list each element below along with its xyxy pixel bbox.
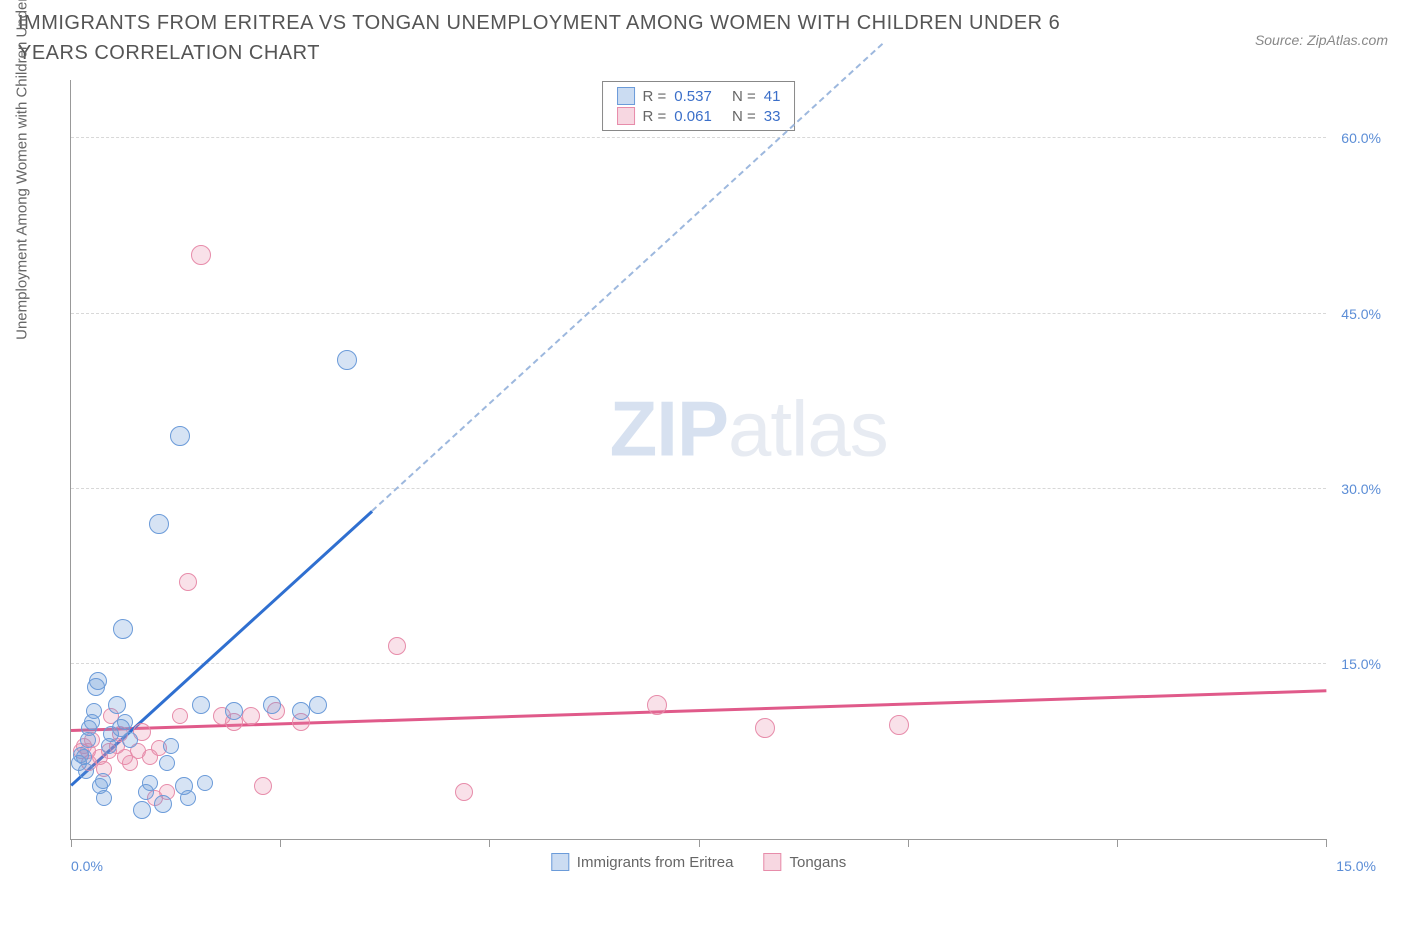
scatter-point-blue bbox=[117, 714, 133, 730]
x-tick bbox=[908, 839, 909, 847]
y-tick-label: 60.0% bbox=[1341, 130, 1381, 146]
scatter-point-blue bbox=[108, 696, 126, 714]
watermark: ZIPatlas bbox=[610, 384, 888, 475]
scatter-point-pink bbox=[254, 777, 272, 795]
correlation-legend: R = 0.537 N = 41 R = 0.061 N = 33 bbox=[602, 81, 796, 131]
legend-r-value: 0.061 bbox=[674, 108, 712, 125]
chart-container: Unemployment Among Women with Children U… bbox=[50, 80, 1386, 900]
legend-row-blue: R = 0.537 N = 41 bbox=[617, 86, 781, 106]
legend-swatch-blue bbox=[551, 853, 569, 871]
scatter-point-blue bbox=[149, 514, 169, 534]
legend-r-label: R = bbox=[643, 108, 667, 125]
legend-swatch-pink bbox=[617, 107, 635, 125]
legend-n-value: 41 bbox=[764, 88, 781, 105]
scatter-point-blue bbox=[180, 790, 196, 806]
watermark-zip: ZIP bbox=[610, 385, 728, 473]
gridline bbox=[71, 137, 1326, 138]
x-tick bbox=[1326, 839, 1327, 847]
scatter-point-blue bbox=[95, 773, 111, 789]
x-tick bbox=[71, 839, 72, 847]
gridline bbox=[71, 313, 1326, 314]
scatter-point-pink bbox=[242, 707, 260, 725]
scatter-point-pink bbox=[455, 783, 473, 801]
scatter-point-blue bbox=[113, 619, 133, 639]
scatter-point-blue bbox=[96, 790, 112, 806]
x-tick-max: 15.0% bbox=[1336, 858, 1376, 874]
legend-row-pink: R = 0.061 N = 33 bbox=[617, 106, 781, 126]
x-tick bbox=[280, 839, 281, 847]
scatter-point-blue bbox=[142, 775, 158, 791]
scatter-point-blue bbox=[337, 350, 357, 370]
scatter-point-pink bbox=[755, 718, 775, 738]
scatter-point-pink bbox=[172, 708, 188, 724]
x-tick-min: 0.0% bbox=[71, 858, 103, 874]
scatter-point-blue bbox=[89, 672, 107, 690]
y-axis-label: Unemployment Among Women with Children U… bbox=[14, 0, 31, 340]
legend-n-value: 33 bbox=[764, 108, 781, 125]
legend-swatch-pink bbox=[763, 853, 781, 871]
scatter-point-blue bbox=[197, 775, 213, 791]
scatter-point-blue bbox=[263, 696, 281, 714]
scatter-point-pink bbox=[647, 695, 667, 715]
x-tick bbox=[489, 839, 490, 847]
scatter-point-pink bbox=[388, 637, 406, 655]
chart-title: IMMIGRANTS FROM ERITREA VS TONGAN UNEMPL… bbox=[18, 8, 1118, 68]
y-tick-label: 45.0% bbox=[1341, 306, 1381, 322]
source-label: Source: ZipAtlas.com bbox=[1255, 32, 1388, 48]
scatter-point-blue bbox=[86, 703, 102, 719]
trendline-pink bbox=[71, 689, 1326, 731]
legend-n-label: N = bbox=[732, 88, 756, 105]
legend-label-pink: Tongans bbox=[789, 854, 846, 871]
x-tick bbox=[699, 839, 700, 847]
scatter-point-pink bbox=[191, 245, 211, 265]
y-tick-label: 30.0% bbox=[1341, 481, 1381, 497]
watermark-atlas: atlas bbox=[728, 385, 888, 473]
x-tick bbox=[1117, 839, 1118, 847]
legend-label-blue: Immigrants from Eritrea bbox=[577, 854, 734, 871]
scatter-point-pink bbox=[889, 715, 909, 735]
scatter-point-pink bbox=[179, 573, 197, 591]
scatter-point-blue bbox=[133, 801, 151, 819]
legend-swatch-blue bbox=[617, 87, 635, 105]
legend-r-label: R = bbox=[643, 88, 667, 105]
scatter-point-blue bbox=[159, 755, 175, 771]
scatter-point-blue bbox=[122, 732, 138, 748]
series-legend: Immigrants from Eritrea Tongans bbox=[551, 853, 846, 871]
y-tick-label: 15.0% bbox=[1341, 656, 1381, 672]
legend-r-value: 0.537 bbox=[674, 88, 712, 105]
plot-area: ZIPatlas R = 0.537 N = 41 R = 0.061 N = … bbox=[70, 80, 1326, 840]
scatter-point-blue bbox=[154, 795, 172, 813]
scatter-point-blue bbox=[163, 738, 179, 754]
scatter-point-blue bbox=[292, 702, 310, 720]
legend-n-label: N = bbox=[732, 108, 756, 125]
gridline bbox=[71, 488, 1326, 489]
scatter-point-blue bbox=[78, 763, 94, 779]
scatter-point-blue bbox=[192, 696, 210, 714]
scatter-point-blue bbox=[170, 426, 190, 446]
gridline bbox=[71, 663, 1326, 664]
legend-item-blue: Immigrants from Eritrea bbox=[551, 853, 734, 871]
legend-item-pink: Tongans bbox=[763, 853, 846, 871]
scatter-point-blue bbox=[309, 696, 327, 714]
scatter-point-blue bbox=[225, 702, 243, 720]
